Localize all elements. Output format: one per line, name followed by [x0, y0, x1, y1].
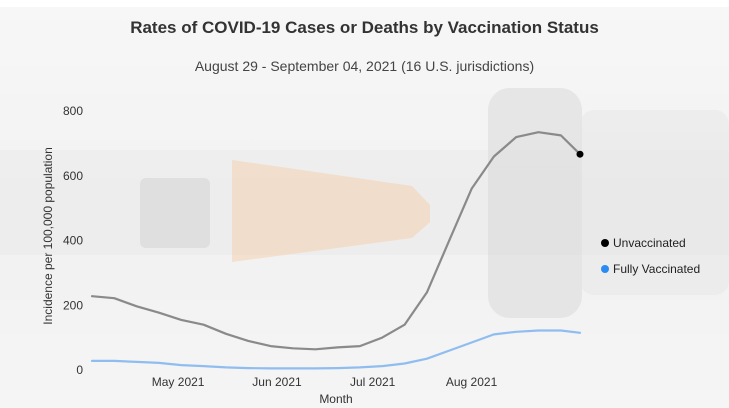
- syringe-plunger-shape: [140, 178, 210, 248]
- vial-body-shape: [580, 110, 729, 295]
- endpoint-marker-unvaccinated[interactable]: [576, 150, 584, 158]
- x-tick-label: Aug 2021: [446, 375, 498, 389]
- needle-hub-shape: [232, 160, 430, 262]
- legend-item-fully-vaccinated[interactable]: Fully Vaccinated: [601, 262, 700, 276]
- y-axis: 0 200 400 600 800: [63, 104, 83, 377]
- vial-cap-shape: [488, 88, 582, 318]
- x-tick-label: Jun 2021: [252, 375, 302, 389]
- x-tick-label: Jul 2021: [350, 375, 396, 389]
- y-axis-label: Incidence per 100,000 population: [41, 147, 55, 324]
- x-axis-label: Month: [319, 392, 352, 406]
- legend-marker-icon: [601, 265, 609, 273]
- legend-item-unvaccinated[interactable]: Unvaccinated: [601, 236, 686, 250]
- legend-label: Fully Vaccinated: [613, 262, 701, 276]
- x-tick-label: May 2021: [152, 375, 205, 389]
- series-lines: [90, 131, 584, 370]
- syringe-barrel-shape: [0, 150, 729, 255]
- y-tick-label: 0: [76, 363, 83, 377]
- chart-title: Rates of COVID-19 Cases or Deaths by Vac…: [130, 18, 599, 37]
- y-tick-label: 800: [63, 104, 83, 118]
- x-axis: May 2021 Jun 2021 Jul 2021 Aug 2021: [152, 375, 498, 389]
- series-line-unvaccinated[interactable]: [90, 131, 582, 351]
- y-tick-label: 600: [63, 169, 83, 183]
- y-tick-label: 400: [63, 234, 83, 248]
- background-decor: [0, 88, 729, 318]
- y-tick-label: 200: [63, 298, 83, 312]
- legend-marker-icon: [601, 239, 609, 247]
- series-line-fully-vaccinated[interactable]: [90, 329, 582, 370]
- chart-subtitle: August 29 - September 04, 2021 (16 U.S. …: [194, 58, 535, 74]
- legend-label: Unvaccinated: [613, 236, 686, 250]
